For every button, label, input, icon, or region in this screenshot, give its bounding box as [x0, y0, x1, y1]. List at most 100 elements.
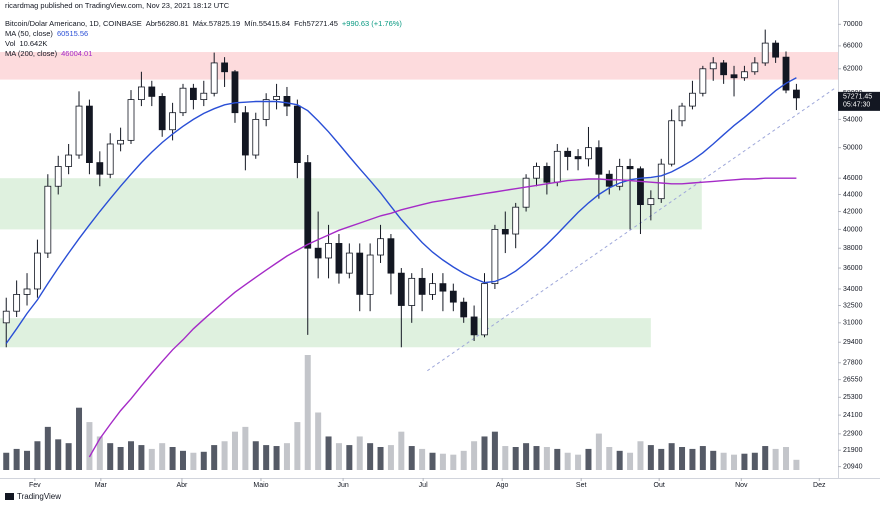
candle-body [356, 252, 364, 295]
candle-body [221, 62, 228, 73]
change: +990.63 (+1.76%) [342, 19, 403, 28]
candle-body [751, 62, 759, 73]
candle-body [470, 316, 478, 336]
candle-body [481, 283, 488, 336]
candle-body [252, 119, 260, 156]
volume-bar [554, 448, 561, 470]
volume-bar [3, 452, 10, 470]
volume-bar [325, 436, 332, 470]
volume-bar [13, 448, 20, 470]
ma50-value: 60515.56 [57, 29, 88, 38]
candle-body [44, 185, 52, 254]
volume-bar [699, 446, 706, 470]
legend: ricardmag published on TradingView.com, … [5, 1, 402, 58]
volume-bar [128, 441, 135, 470]
volume-bar [211, 445, 218, 470]
volume-bar [231, 431, 238, 470]
countdown: 05:47:30 [843, 102, 870, 109]
volume-bar [387, 445, 394, 470]
volume-bar [221, 441, 228, 470]
candle-body [169, 112, 176, 131]
candle-body [304, 162, 312, 249]
published: ricardmag published on TradingView.com, … [5, 1, 230, 10]
logo [5, 493, 14, 500]
ma50-name: MA (50, close) [5, 29, 53, 38]
candle-body [429, 283, 436, 295]
x-tick-label: Abr [176, 482, 188, 489]
volume-bar [96, 436, 103, 470]
candle-body [335, 243, 343, 274]
volume-bar [367, 443, 374, 470]
x-tick-label: Jun [337, 482, 348, 489]
candle-body [782, 56, 790, 91]
volume-bar [502, 446, 509, 470]
candle-body [668, 120, 676, 165]
volume-bar [273, 446, 280, 470]
candle-body [314, 247, 322, 259]
zone [0, 178, 702, 230]
trendline [427, 87, 836, 372]
candle-body [709, 62, 717, 70]
candle-body [200, 92, 208, 101]
volume-bar [44, 426, 51, 470]
volume-bar [86, 422, 93, 470]
axis-panel [838, 0, 880, 490]
price-pane [2, 29, 836, 458]
symbol: Bitcoin/Dolar Americano, 1D, COINBASE [5, 19, 142, 28]
volume-bar [668, 443, 675, 470]
y-tick-label: 36000 [843, 265, 863, 272]
y-tick-label: 34000 [843, 286, 863, 293]
candle-body [793, 89, 800, 99]
candle-body [23, 288, 31, 295]
volume-bar [263, 445, 270, 470]
candle-body [127, 99, 135, 141]
x-tick-label: Jul [419, 482, 428, 489]
volume-bar [731, 454, 738, 470]
y-tick-label: 44000 [843, 191, 863, 198]
moving-average [88, 177, 797, 458]
volume-bar [138, 445, 145, 470]
candle-body [699, 68, 707, 94]
y-tick-label: 40000 [843, 226, 863, 233]
volume-bar [159, 443, 166, 470]
candle-body [325, 243, 332, 259]
candle-body [522, 177, 530, 208]
volume-bar [658, 448, 665, 470]
volume-value: 10.642K [19, 39, 47, 48]
candle-body [449, 290, 457, 303]
volume-bar [647, 445, 654, 470]
volume-bar [679, 447, 686, 470]
y-tick-label: 50000 [843, 144, 863, 151]
footer-brand: TradingView [17, 492, 61, 501]
ohlc-value: Abr56280.81 [146, 19, 189, 28]
candle-body [179, 87, 187, 114]
candle-body [34, 252, 41, 290]
candle-body [387, 238, 395, 274]
volume-bar [471, 441, 478, 470]
footer: TradingView [5, 492, 61, 501]
candle-body [86, 105, 93, 163]
volume-name: Vol [5, 39, 16, 48]
candle-body [210, 62, 218, 94]
candle-body [345, 252, 353, 274]
candle-body [616, 166, 624, 187]
x-tick-label: Maio [253, 482, 268, 489]
volume-bar [616, 450, 623, 470]
volume-bar [512, 447, 519, 470]
candle-body [283, 96, 291, 107]
candle-body [720, 62, 728, 76]
volume-pane [3, 355, 800, 470]
y-tick-label: 66000 [843, 43, 863, 50]
candle-body [626, 166, 634, 170]
volume-bar [523, 443, 530, 470]
candle-body [54, 166, 62, 187]
volume-bar [429, 452, 436, 470]
volume-bar [117, 447, 124, 470]
zone [0, 318, 651, 348]
candle-body [148, 86, 156, 97]
candle-body [241, 112, 249, 156]
volume-bar [419, 448, 426, 470]
last-price-box [838, 91, 880, 111]
y-tick-label: 24100 [843, 412, 863, 419]
